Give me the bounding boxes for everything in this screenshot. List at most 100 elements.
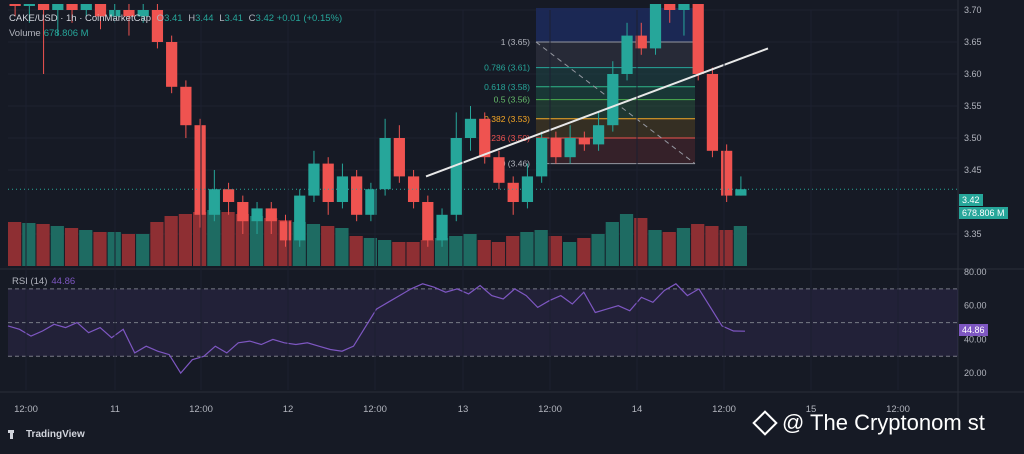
symbol-name: CAKE/USD · 1h · CoinMarketCap [9, 13, 152, 24]
price-tick-label: 3.45 [964, 165, 982, 175]
volume-bar [634, 218, 648, 266]
fib-level-label: 0.5 (3.56) [494, 95, 531, 105]
candle-body [678, 4, 690, 10]
rsi-badge: 44.86 [959, 324, 988, 336]
price-badge: 3.42 [959, 194, 983, 206]
candle-body [194, 125, 206, 215]
close-label: C [248, 13, 256, 24]
rsi-label: RSI (14) [12, 276, 48, 287]
price-tick-label: 3.65 [964, 37, 982, 47]
volume-bar [93, 232, 107, 266]
rsi-legend[interactable]: RSI (14) 44.86 [12, 276, 75, 287]
candle-body [222, 189, 235, 202]
low-value: 3.41 [224, 13, 244, 24]
volume-bar [249, 216, 264, 266]
volume-bar [506, 236, 520, 266]
binance-logo-icon [752, 410, 778, 436]
symbol-legend[interactable]: CAKE/USD · 1h · CoinMarketCap O3.41 H3.4… [9, 13, 342, 24]
volume-bar [8, 222, 22, 266]
time-tick-label: 11 [110, 404, 120, 415]
candle-body [351, 176, 363, 215]
rsi-tick-label: 20.00 [964, 368, 987, 378]
volume-bar [491, 242, 506, 266]
candle-body [422, 202, 434, 241]
volume-bar [64, 228, 79, 266]
volume-bar [449, 236, 463, 266]
fib-zone [536, 42, 695, 68]
volume-bar [107, 232, 121, 266]
candle-body [479, 118, 491, 158]
candle-body [379, 138, 391, 190]
candle-body [23, 4, 35, 6]
rsi-tick-label: 60.00 [964, 301, 987, 311]
candle-body [436, 214, 448, 241]
volume-bar [306, 224, 321, 266]
volume-bar [406, 242, 420, 266]
volume-bar [463, 234, 477, 266]
volume-bar [719, 230, 733, 266]
time-tick-label: 12:00 [363, 404, 387, 415]
volume-legend[interactable]: Volume 678.806 M [9, 28, 89, 39]
volume-bar [605, 222, 619, 266]
time-tick-label: 12 [283, 404, 294, 415]
fib-level-label: 0 (3.46) [501, 159, 530, 169]
volume-bar [733, 226, 747, 266]
candle-body [123, 10, 135, 17]
high-label: H [188, 13, 196, 24]
volume-bar [691, 224, 705, 266]
fib-level-label: 0.786 (3.61) [484, 63, 530, 73]
volume-bar [534, 230, 548, 266]
price-tick-label: 3.50 [964, 133, 982, 143]
candle-body [450, 138, 462, 215]
fib-zone [536, 118, 695, 138]
price-tick-label: 3.35 [964, 229, 982, 239]
time-tick-label: 12:00 [189, 404, 213, 415]
candle-body [9, 4, 21, 6]
candle-body [735, 189, 747, 196]
volume-bar [676, 228, 691, 266]
volume-bar [150, 222, 164, 266]
volume-bar [563, 242, 577, 266]
fib-level-label: 0.618 (3.58) [484, 82, 530, 92]
candle-body [407, 176, 420, 202]
volume-value: 678.806 M [43, 28, 89, 39]
watermark: @ The Cryptonom st [752, 410, 985, 436]
candle-body [721, 150, 733, 196]
candle-body [37, 4, 50, 10]
open-value: 3.41 [164, 13, 183, 24]
volume-bar [235, 214, 249, 266]
price-tick-label: 3.55 [964, 101, 982, 111]
candle-body [308, 163, 320, 196]
candle-body [607, 74, 619, 126]
time-tick-label: 13 [458, 404, 469, 415]
volume-bar [207, 210, 221, 266]
volume-bar [705, 226, 719, 266]
volume-bar [392, 242, 406, 266]
close-value: 3.42 [255, 13, 275, 24]
candle-body [365, 189, 377, 215]
volume-bar [22, 223, 36, 266]
volume-bar [378, 240, 392, 266]
volume-bar [591, 234, 605, 266]
candle-body [706, 74, 719, 151]
volume-bar [434, 238, 449, 266]
high-value: 3.44 [195, 13, 214, 24]
candle-body [66, 4, 78, 10]
time-tick-label: 12:00 [538, 404, 562, 415]
candle-body [536, 138, 548, 177]
candle-body [592, 125, 605, 145]
candle-body [664, 4, 676, 10]
price-tick-label: 3.60 [964, 69, 982, 79]
time-tick-label: 12:00 [712, 404, 736, 415]
tradingview-brand[interactable]: TradingView [8, 429, 85, 440]
tradingview-label: TradingView [26, 429, 85, 440]
candle-body [166, 42, 178, 87]
time-tick-label: 15 [806, 404, 817, 415]
volume-bar [420, 240, 434, 266]
candle-body [237, 202, 249, 222]
candle-body [464, 118, 477, 138]
candle-body [294, 195, 306, 241]
trendline [425, 47, 769, 178]
